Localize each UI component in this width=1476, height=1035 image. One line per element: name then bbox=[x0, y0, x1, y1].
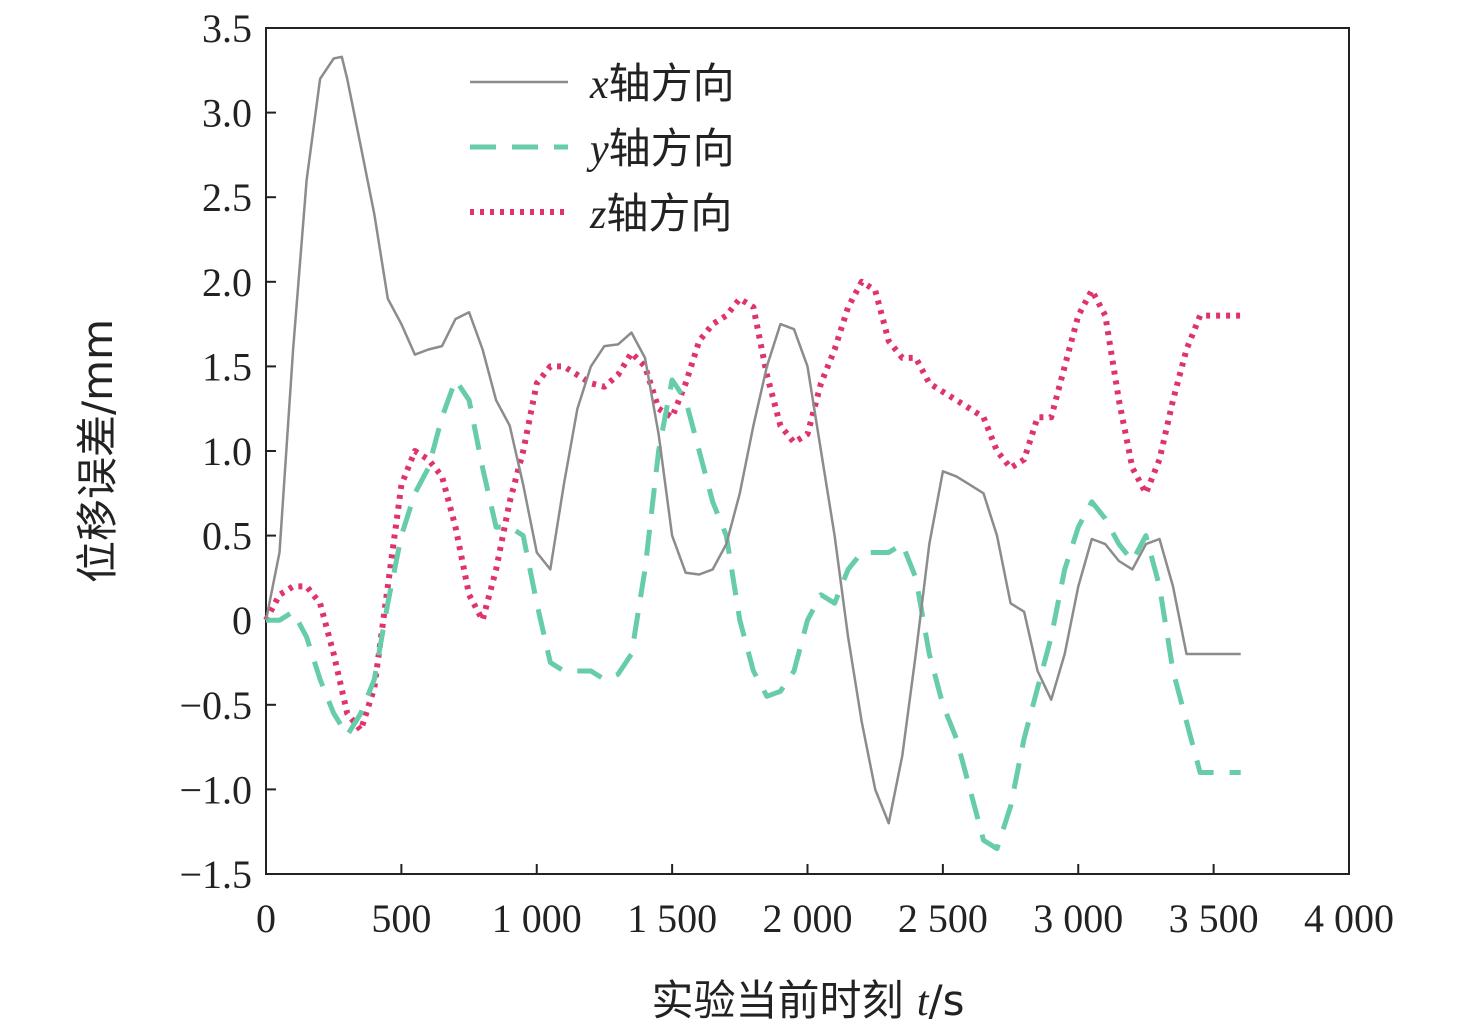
y-tick-label: 0 bbox=[232, 598, 252, 643]
series-line-y bbox=[266, 377, 1241, 852]
x-axis-title: 实验当前时刻 t/s bbox=[651, 976, 964, 1025]
series-line-z bbox=[263, 278, 1241, 734]
y-tick-label: 2.5 bbox=[202, 175, 252, 220]
x-tick-label: 1 000 bbox=[492, 896, 582, 941]
series-layer bbox=[263, 55, 1241, 852]
y-tick-label: 0.5 bbox=[202, 514, 252, 559]
x-tick-label: 2 500 bbox=[898, 896, 988, 941]
y-tick-label: 1.5 bbox=[202, 344, 252, 389]
plot-frame bbox=[265, 27, 1350, 875]
y-tick-label: 3.0 bbox=[202, 91, 252, 136]
x-tick-label: 4 000 bbox=[1304, 896, 1394, 941]
y-axis: −1.5 −1.0 −0.5 0 0.5 1.0 1.5 2.0 2.5 3.0 3.5 bbox=[179, 6, 276, 897]
x-tick-label: 3 000 bbox=[1033, 896, 1123, 941]
x-tick-label: 0 bbox=[256, 896, 276, 941]
y-axis-title: 位移误差/mm bbox=[73, 319, 122, 583]
legend-label-x: x轴方向 bbox=[589, 59, 735, 108]
legend: x轴方向 y轴方向 z轴方向 bbox=[470, 59, 735, 238]
y-tick-label: 2.0 bbox=[202, 260, 252, 305]
series-line-x bbox=[264, 55, 1241, 825]
legend-label-z: z轴方向 bbox=[589, 189, 732, 238]
y-tick-label: −1.5 bbox=[179, 852, 252, 897]
x-tick-label: 2 000 bbox=[763, 896, 853, 941]
y-tick-label: −0.5 bbox=[179, 683, 252, 728]
y-tick-label: 3.5 bbox=[202, 6, 252, 51]
y-tick-label: −1.0 bbox=[179, 767, 252, 812]
x-tick-label: 1 500 bbox=[627, 896, 717, 941]
y-tick-label: 1.0 bbox=[202, 429, 252, 474]
x-tick-label: 500 bbox=[371, 896, 431, 941]
legend-label-y: y轴方向 bbox=[586, 124, 735, 173]
x-tick-label: 3 500 bbox=[1169, 896, 1259, 941]
x-axis: 0 500 1 000 1 500 2 000 2 500 3 000 3 500 4 000 bbox=[256, 864, 1394, 941]
